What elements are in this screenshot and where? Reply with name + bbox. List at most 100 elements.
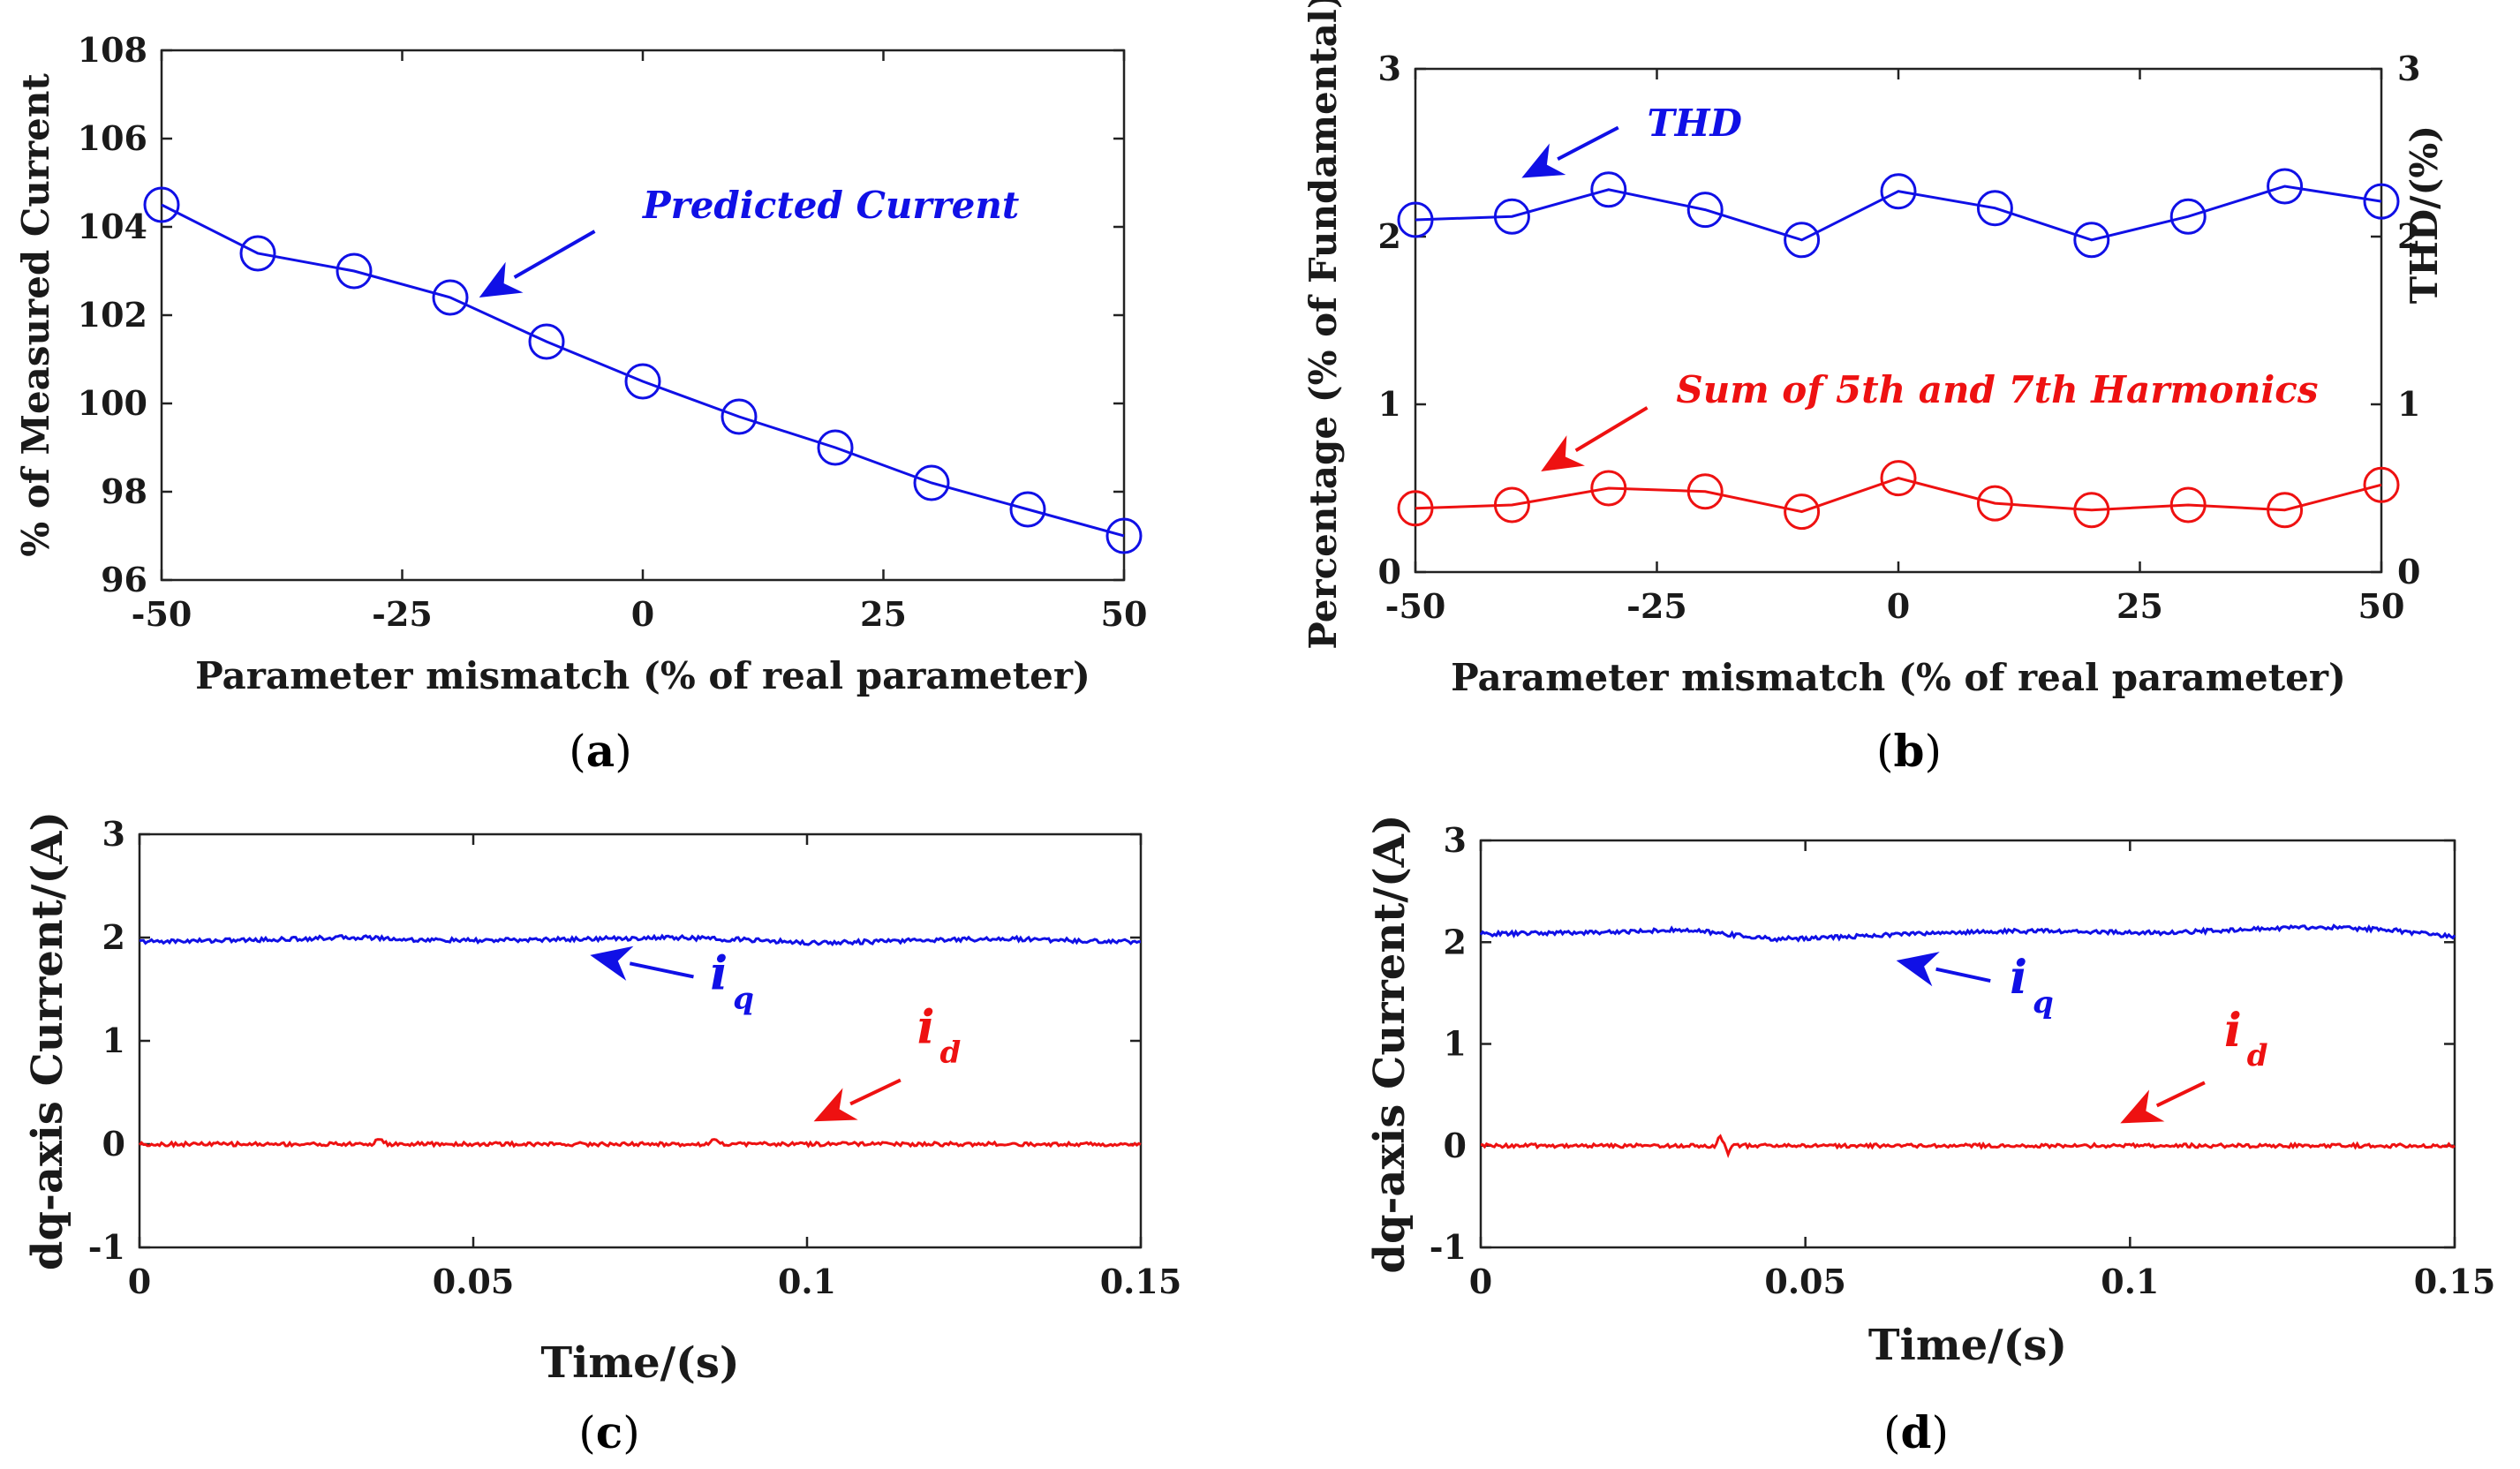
plot-frame: [1479, 839, 2456, 1249]
x-tick-label: 0.05: [433, 1262, 515, 1301]
y-tick-label: 108: [78, 30, 147, 70]
series-sum-of-5th-and-7th-harmonics: [1397, 460, 2400, 531]
x-tick-label: 25: [2116, 586, 2163, 626]
annotation: Predicted Current: [479, 184, 1019, 298]
x-tick-label: 25: [860, 594, 907, 634]
data-point-marker: [2169, 486, 2207, 524]
series-line: [1415, 185, 2382, 242]
x-tick-label: -50: [1385, 586, 1446, 626]
data-point-marker: [1976, 485, 2013, 522]
series-iq: [1479, 923, 2456, 943]
x-tick-label: -25: [372, 594, 433, 634]
data-point-marker: [1397, 201, 1434, 238]
data-point-marker: [1590, 171, 1627, 208]
series-predicted-current: [143, 186, 1143, 554]
y-tick-label: -1: [88, 1227, 125, 1267]
x-tick-label: -50: [132, 594, 192, 634]
data-point-marker: [1784, 222, 1821, 259]
data-point-marker: [2169, 198, 2207, 235]
x-tick-label: 0: [128, 1262, 151, 1301]
annotation-arrow-icon: [2120, 1081, 2206, 1124]
data-point-marker: [1590, 470, 1627, 507]
series-trace: [1479, 923, 2456, 943]
data-point-marker: [2363, 466, 2400, 503]
y-tick-label: 98: [101, 471, 147, 511]
data-point-marker: [1686, 473, 1724, 510]
chart-a: -50 -25 0 25 50 96 98 100 102 104 106 108 Predicted …: [14, 30, 1147, 777]
x-axis-label: Time/(s): [1868, 1321, 2067, 1370]
annotation: Sum of 5th and 7th Harmonics: [1541, 368, 2319, 471]
data-point-marker: [1493, 198, 1530, 235]
y-tick-label: 3: [1378, 49, 1401, 88]
subfigure-caption: (d): [1883, 1406, 1949, 1458]
data-point-marker: [1686, 192, 1724, 229]
y-right-tick-label: 3: [2397, 49, 2420, 88]
annotation-label: Sum of 5th and 7th Harmonics: [1676, 368, 2318, 411]
data-point-marker: [1976, 190, 2013, 227]
series-thd: [1397, 168, 2400, 259]
annotation-arrow-icon: [1896, 952, 1991, 987]
y-tick-label: 104: [78, 207, 147, 246]
annotation-label: THD: [1648, 102, 1743, 145]
y-tick-label: 2: [102, 917, 125, 957]
y-axis-label: dq-axis Current/(A): [23, 811, 72, 1270]
x-tick-label: 0: [631, 594, 654, 634]
x-axis-label: Parameter mismatch (% of real parameter): [1451, 656, 2346, 699]
data-point-marker: [2073, 222, 2110, 259]
y-tick-label: 1: [1378, 384, 1401, 424]
x-tick-label: 50: [1101, 594, 1148, 634]
y-tick-label: 102: [78, 295, 147, 335]
data-point-marker: [2267, 492, 2304, 529]
series-trace: [1480, 1134, 2456, 1159]
annotation-arrow-icon: [1541, 406, 1649, 471]
data-point-marker: [528, 323, 565, 360]
y-tick-label: 2: [1378, 216, 1401, 256]
y-tick-label: 96: [101, 560, 147, 599]
data-point-marker: [817, 429, 854, 466]
y-tick-label: -1: [1430, 1227, 1467, 1267]
data-point-marker: [1880, 173, 1917, 210]
subfigure-caption: (b): [1876, 725, 1942, 777]
subfigure-caption: (c): [578, 1406, 639, 1458]
data-point-marker: [1493, 486, 1530, 524]
annotation-arrow-icon: [479, 230, 596, 298]
x-tick-label: 0.1: [778, 1262, 836, 1301]
data-point-marker: [239, 235, 276, 272]
x-tick-label: -25: [1626, 586, 1687, 626]
data-point-marker: [1105, 517, 1143, 554]
data-point-marker: [624, 363, 661, 400]
x-tick-label: 50: [2358, 586, 2405, 626]
annotation-label: Predicted Current: [642, 184, 1019, 227]
y-right-tick-label: 1: [2397, 384, 2420, 424]
y-axis-label: Percentage (% of Fundamental): [1301, 0, 1345, 650]
x-tick-label: 0: [1469, 1262, 1492, 1301]
annotation-arrow-icon: [813, 1078, 902, 1122]
series-trace: [138, 1138, 1142, 1149]
x-tick-label: 0.15: [2414, 1262, 2496, 1301]
series-line: [161, 203, 1125, 538]
y-tick-label: 1: [1444, 1024, 1467, 1064]
plot-frame: [138, 832, 1143, 1249]
y-tick-label: 0: [1444, 1126, 1467, 1165]
y-tick-label: 0: [102, 1124, 125, 1164]
data-point-marker: [336, 252, 373, 290]
y-tick-label: 100: [78, 383, 147, 423]
annotation: THD: [1521, 102, 1742, 178]
data-point-marker: [2073, 492, 2110, 529]
series-trace: [139, 933, 1142, 947]
series-line: [1415, 477, 2382, 514]
series-iq: [139, 933, 1142, 947]
data-point-marker: [1784, 493, 1821, 531]
y-tick-label: 1: [102, 1021, 125, 1060]
y-right-tick-label: 2: [2397, 216, 2420, 256]
y-axis-right-label: THD/(%): [2403, 125, 2446, 304]
y-axis-label: % of Measured Current: [14, 73, 57, 557]
